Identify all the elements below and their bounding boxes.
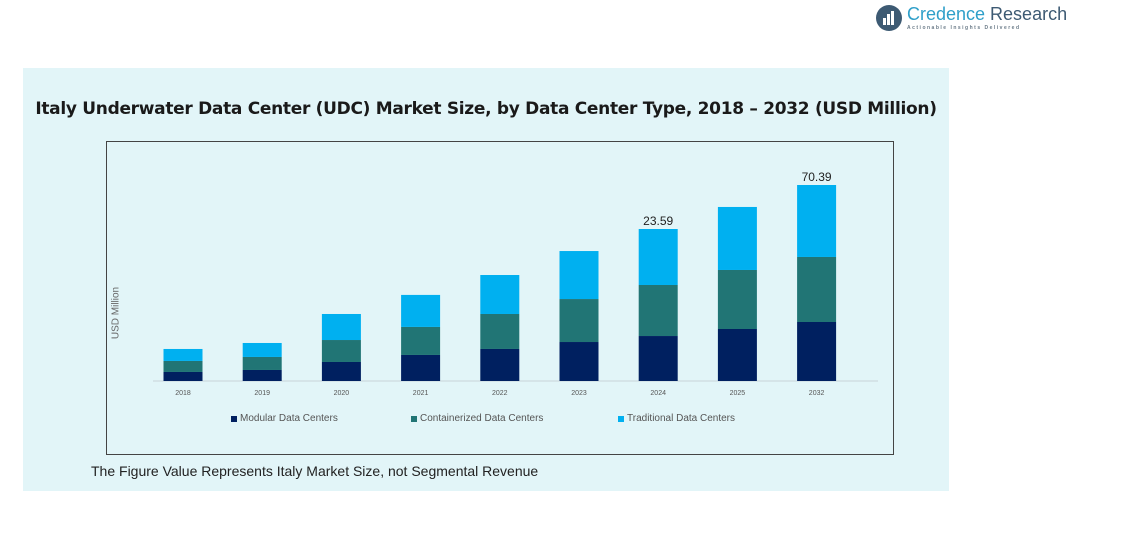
credence-research-logo: Credence Research Actionable Insights De… xyxy=(876,4,1067,31)
data-label-2032: 70.39 xyxy=(802,170,832,184)
bar-segment-traditional-data-centers-2021 xyxy=(401,294,441,327)
x-tick-label: 2032 xyxy=(809,390,825,397)
bar-segment-modular-data-centers-2023 xyxy=(559,342,599,381)
legend-swatch xyxy=(231,415,237,422)
stacked-bar-chart: 2018 2019 2020 2021 2022 2023 23.59 2024 2025 70.… xyxy=(153,170,878,397)
x-tick-label: 2018 xyxy=(175,390,191,397)
x-tick-label: 2023 xyxy=(571,390,587,397)
bar-segment-traditional-data-centers-2020 xyxy=(321,313,361,341)
legend-label: Modular Data Centers xyxy=(240,413,338,424)
bar-chart-logo-icon xyxy=(876,4,902,31)
legend-swatch xyxy=(618,415,624,422)
x-tick-label: 2021 xyxy=(413,390,429,397)
bar-segment-traditional-data-centers-2019 xyxy=(242,342,282,357)
brand-tagline: Actionable Insights Delivered xyxy=(907,25,1021,31)
bar-segment-containerized-data-centers-2025 xyxy=(717,269,757,330)
bar-segment-traditional-data-centers-2024 xyxy=(638,229,678,285)
bar-segment-traditional-data-centers-2032 xyxy=(797,185,837,257)
bar-segment-traditional-data-centers-2018 xyxy=(163,348,203,361)
bar-segment-containerized-data-centers-2020 xyxy=(321,340,361,362)
bar-segment-modular-data-centers-2021 xyxy=(401,354,441,381)
bar-segment-containerized-data-centers-2022 xyxy=(480,313,520,349)
bar-segment-traditional-data-centers-2022 xyxy=(480,275,520,314)
bar-segment-traditional-data-centers-2023 xyxy=(559,251,599,300)
bar-segment-modular-data-centers-2018 xyxy=(163,371,203,381)
legend-item: Containerized Data Centers xyxy=(411,413,543,424)
brand-name: Credence Research xyxy=(907,4,1068,24)
legend-item: Traditional Data Centers xyxy=(618,413,735,424)
bar-segment-containerized-data-centers-2019 xyxy=(242,356,282,370)
chart-panel: Italy Underwater Data Center (UDC) Marke… xyxy=(23,68,949,491)
x-tick-label: 2024 xyxy=(650,390,666,397)
x-tick-label: 2020 xyxy=(334,390,350,397)
bar-segment-modular-data-centers-2022 xyxy=(480,348,520,381)
bar-segment-containerized-data-centers-2018 xyxy=(163,360,203,372)
bar-segment-containerized-data-centers-2032 xyxy=(797,256,837,322)
bar-segment-containerized-data-centers-2024 xyxy=(638,284,678,337)
legend-label: Traditional Data Centers xyxy=(627,413,736,424)
bar-segment-modular-data-centers-2020 xyxy=(321,361,361,381)
bar-segment-modular-data-centers-2025 xyxy=(717,329,757,381)
x-tick-label: 2025 xyxy=(730,390,746,397)
bar-segment-modular-data-centers-2032 xyxy=(797,321,837,381)
x-tick-label: 2022 xyxy=(492,390,508,397)
bar-segment-modular-data-centers-2019 xyxy=(242,369,282,381)
bar-segment-containerized-data-centers-2023 xyxy=(559,299,599,343)
legend-label: Containerized Data Centers xyxy=(420,413,544,424)
chart-title: Italy Underwater Data Center (UDC) Marke… xyxy=(35,99,937,119)
bar-segment-containerized-data-centers-2021 xyxy=(401,326,441,355)
footnote: The Figure Value Represents Italy Market… xyxy=(91,463,539,479)
plot-frame xyxy=(106,141,894,455)
x-tick-label: 2019 xyxy=(254,390,270,397)
bar-segment-modular-data-centers-2024 xyxy=(638,336,678,381)
legend-item: Modular Data Centers xyxy=(231,413,338,424)
data-label-2024: 23.59 xyxy=(643,214,673,228)
bar-segment-traditional-data-centers-2025 xyxy=(717,206,757,270)
legend-swatch xyxy=(411,415,417,422)
